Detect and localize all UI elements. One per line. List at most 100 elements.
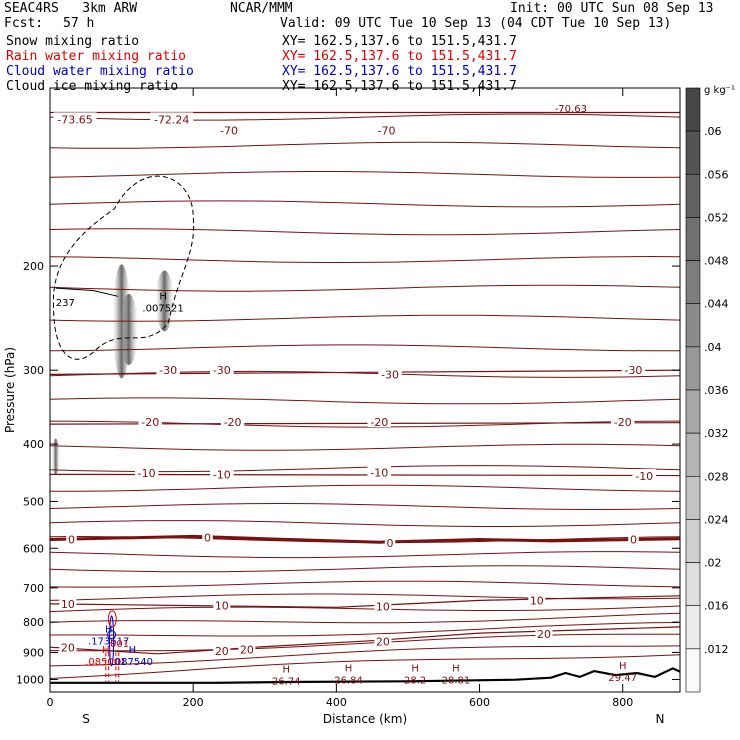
isotherm-label-bg [202,530,213,543]
isotherm-label: -10 [138,467,156,480]
y-tick-label: 300 [23,364,44,377]
isotherm-label: -30 [381,368,399,381]
isotherm-label: -73.65 [57,113,92,126]
init-time: Init: 00 UTC Sun 08 Sep 13 [510,1,714,16]
isotherm-label-bg [374,599,392,612]
isotherm-10 [49,595,681,608]
colorbar-segment [685,475,701,520]
colorbar-level-label: .052 [704,211,729,224]
field-xy-cloud-ice: XY= 162.5,137.6 to 151.5,431.7 [282,79,517,94]
isotherm-line [50,484,681,492]
forecast-label: Fcst: [4,16,44,31]
colorbar-segment [685,562,701,607]
isotherm-20 [49,626,681,655]
isotherm-label-bg [220,414,245,427]
isotherm-label-bg [610,414,635,427]
isotherm-label: 10 [376,601,390,614]
extremum-value: .007521 [142,303,183,314]
center-title: NCAR/MMM [230,1,293,16]
isotherm-line [49,565,681,573]
isotherm-label-bg [621,363,646,376]
isotherm-label-bg [535,627,553,640]
isotherm-line [49,580,681,588]
extremum-value: 28.81 [442,675,471,686]
colorbar-level-label: .012 [704,643,729,656]
field-xy-cloud-water: XY= 162.5,137.6 to 151.5,431.7 [282,64,517,79]
colorbar-segment [685,432,701,477]
isotherm-label: -70 [220,125,238,138]
isotherm-line [49,344,680,352]
y-tick-label: 600 [23,542,44,555]
x-end-label-south: S [82,712,90,726]
isotherm-label: 10 [61,598,75,611]
colorbar-segment [685,260,701,305]
colorbar-segment [685,389,701,434]
y-tick-label: 400 [23,438,44,451]
isotherm-label: 0 [387,537,394,550]
isotherm-label-bg [217,123,241,136]
colorbar-segment [685,605,701,650]
isotherm-label-bg [150,112,194,125]
isotherm-label-bg [378,367,402,380]
isotherm-label-bg [66,532,77,545]
isotherm-line [49,171,681,178]
contour-value-label: 237 [56,298,75,309]
isotherm-line [49,113,681,121]
isotherm-label: 0 [204,531,211,544]
cloud-water-contour [107,630,117,640]
snow-shading-blob [119,293,138,366]
colorbar-level-label: .032 [704,427,729,440]
isotherm-line [49,605,681,613]
colorbar-level-label: .048 [704,255,729,268]
colorbar-segment [685,346,701,391]
isotherm-label-bg [213,643,231,656]
isotherm-label-bg [213,598,231,611]
x-tick-label: 200 [183,696,204,709]
isotherm-label-bg [53,112,97,125]
extremum-marker: H [452,663,460,674]
isotherm-line [49,255,681,264]
colorbar-level-label: .044 [704,298,729,311]
y-tick-label: 1000 [16,673,44,686]
isotherm-label: -20 [614,416,632,429]
isotherm-label: -30 [213,364,231,377]
extremum-value: .087540 [112,657,153,668]
y-tick-label: 900 [23,646,44,659]
isotherm-line [49,443,681,451]
isotherm-label: 20 [537,628,551,641]
terrain-surface [50,667,681,684]
isotherm-line [49,593,681,601]
isotherm-line [49,612,681,624]
y-tick-label: 500 [23,495,44,508]
extremum-value: 26.74 [272,677,301,688]
isotherm-label-bg [210,363,234,376]
isotherm-line [49,228,681,236]
isotherm-label: -20 [141,416,159,429]
isotherm-label-bg [210,467,234,480]
isotherm-label-bg [374,634,392,647]
cloud-water-contour [109,615,115,667]
isotherm-line [49,551,681,559]
isotherm-line [49,397,681,405]
x-tick-label: 0 [47,696,54,709]
isotherm-label-bg [238,642,256,655]
isotherm-label: 20 [376,635,390,648]
colorbar-level-label: .056 [704,168,729,181]
isotherm-label-bg [528,593,546,606]
isotherm-label-bg [367,414,392,427]
colorbar-segment [685,303,701,348]
x-tick-label: 600 [469,696,490,709]
extremum-value: 28.2 [404,675,426,686]
isotherm-label-bg [628,532,639,545]
cloud-ice-contour [53,175,195,360]
snow-shading-blob [155,270,174,332]
isotherm-label: -70 [377,125,395,138]
extremum-value: .085001 [85,657,126,668]
isotherm-label-bg [59,640,77,653]
isotherm-label-bg [156,363,180,376]
isotherm-label: -20 [370,416,388,429]
extremum-marker: H [282,665,290,676]
isotherm-line [49,622,681,637]
extremum-value: .001 [107,639,129,650]
